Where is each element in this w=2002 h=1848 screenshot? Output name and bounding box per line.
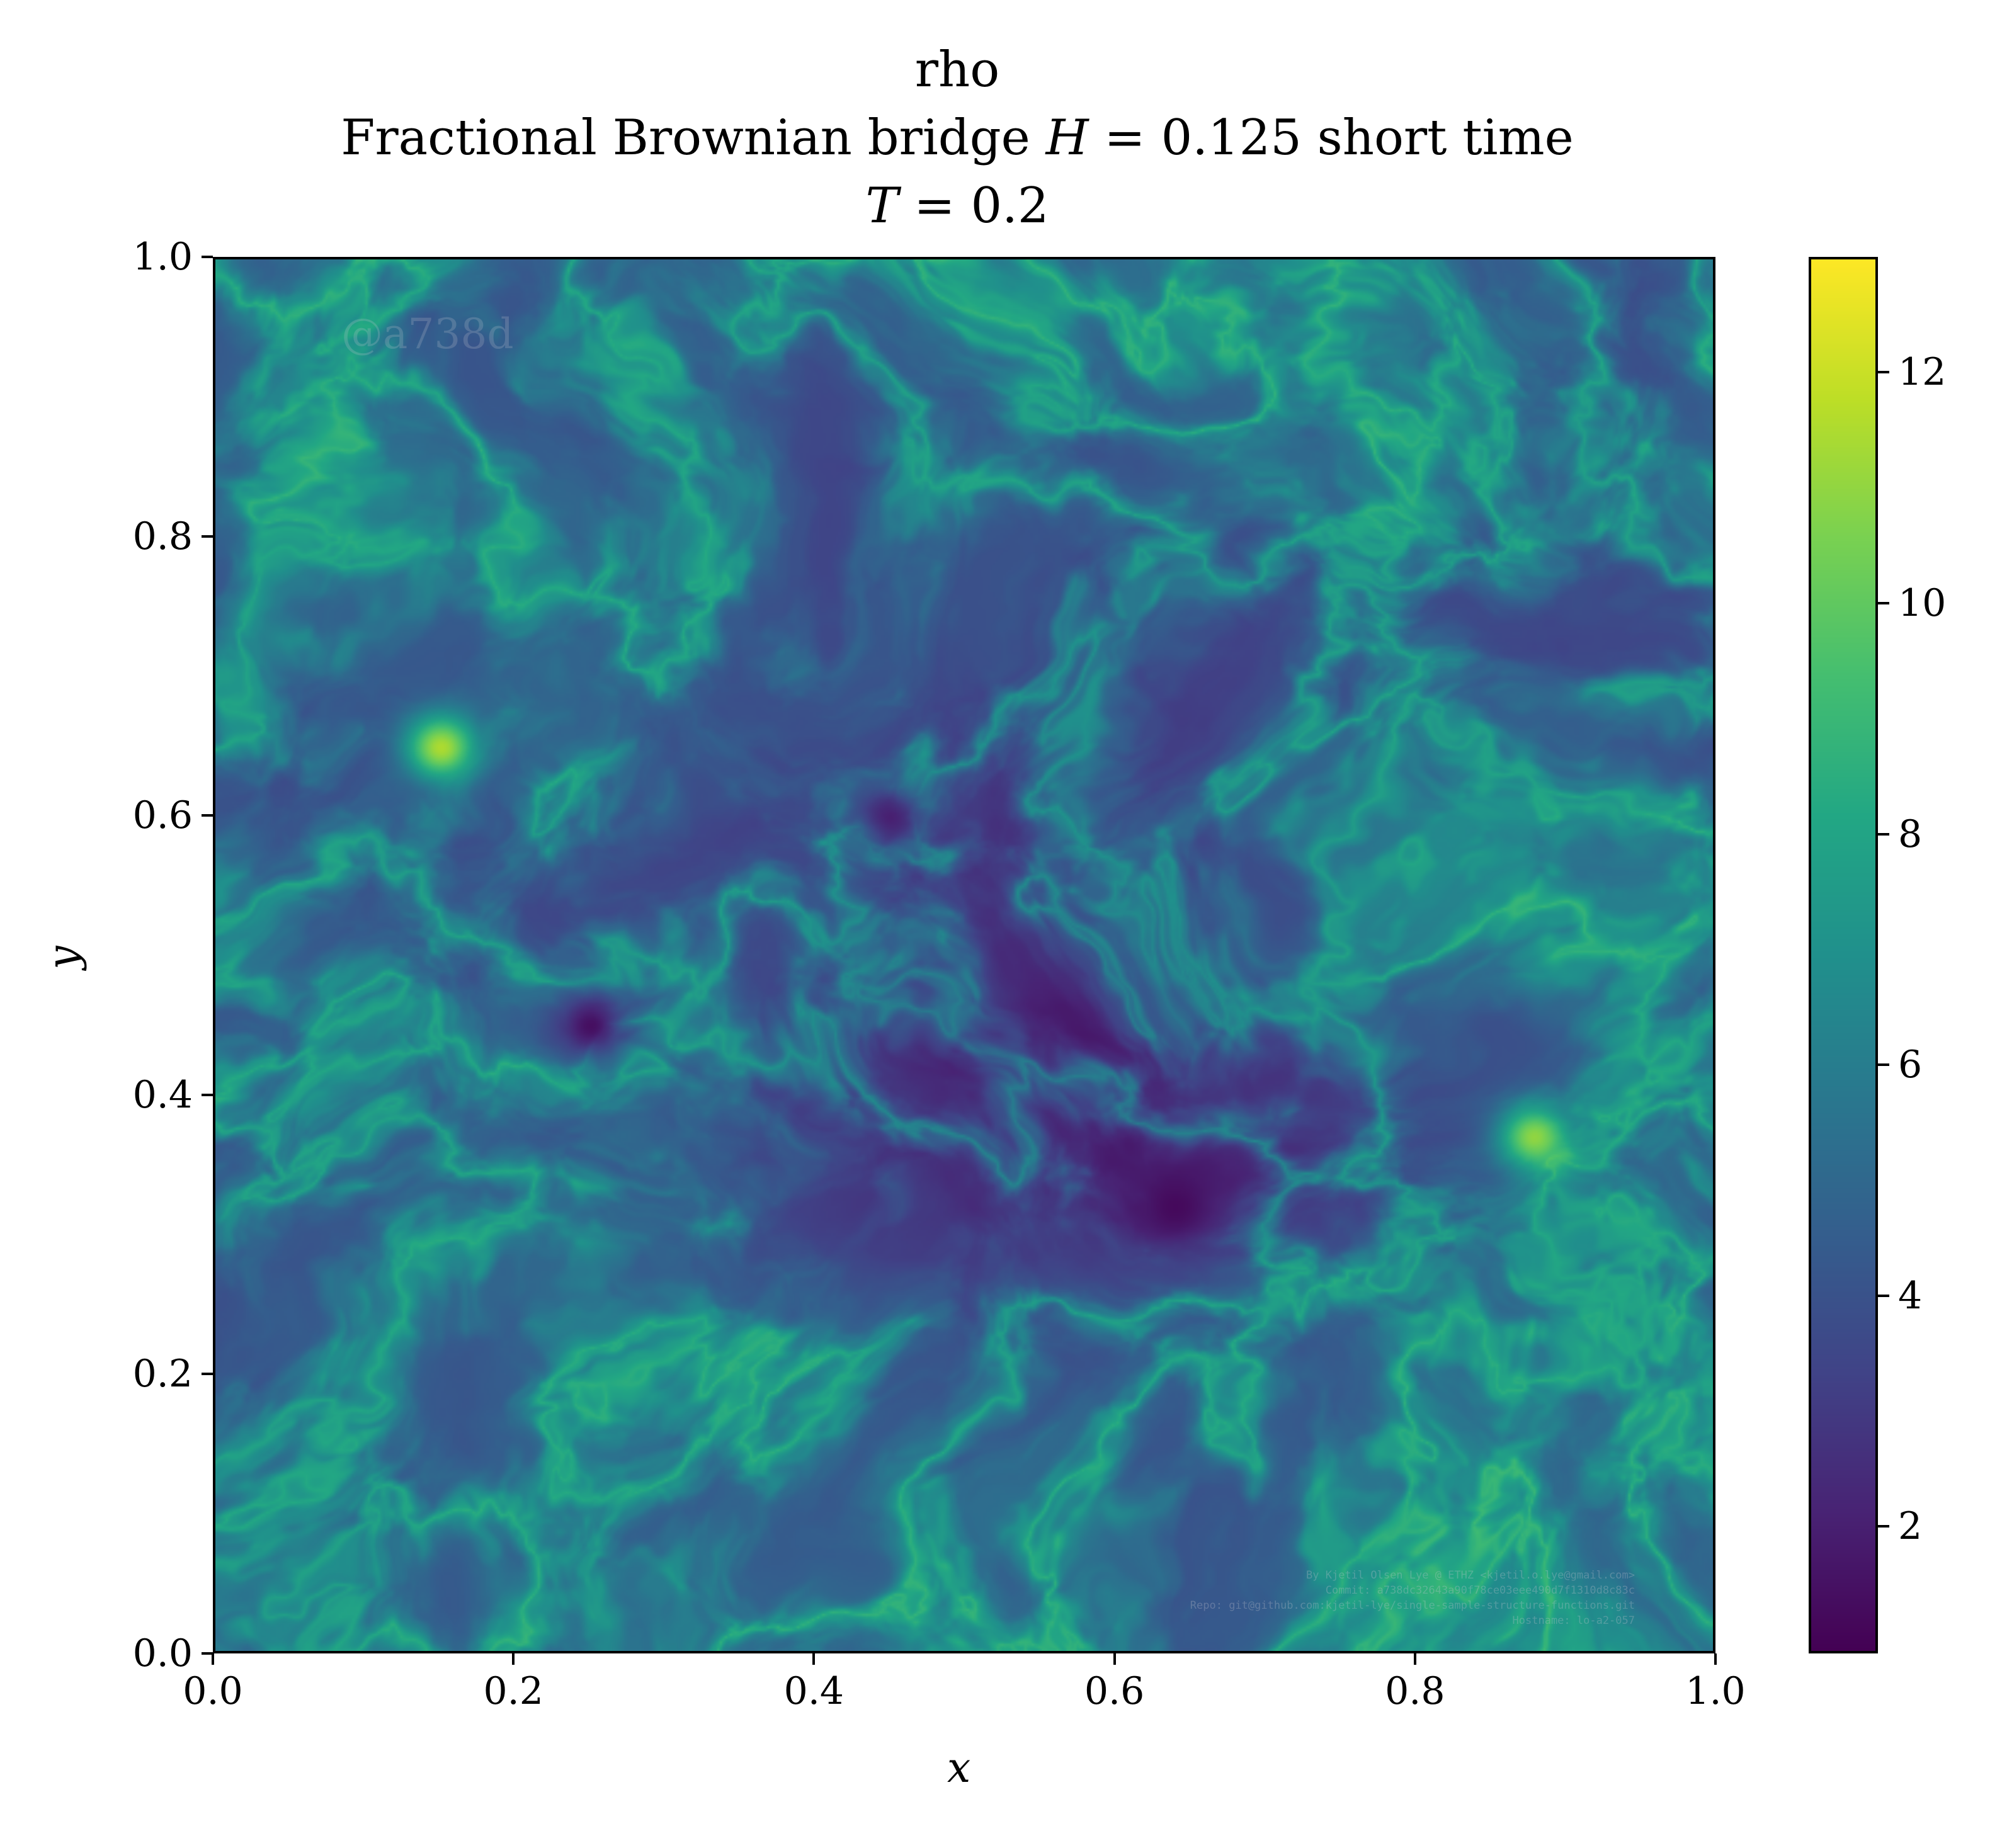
colorbar-tick-label: 6 [1898, 1043, 1923, 1087]
y-tick [202, 256, 213, 258]
y-tick-label: 0.6 [132, 793, 193, 838]
chart-title-line-2: Fractional Brownian bridge H = 0.125 sho… [341, 110, 1574, 166]
x-tick-label: 0.0 [183, 1669, 243, 1713]
colorbar-tick-label: 12 [1898, 350, 1947, 395]
watermark-line: Repo: git@github.com:kjetil-lye/single-s… [1190, 1599, 1635, 1612]
colorbar-tick [1878, 832, 1889, 836]
author-info-watermark: By Kjetil Olsen Lye @ ETHZ <kjetil.o.lye… [1190, 1568, 1635, 1628]
x-tick [812, 1653, 816, 1665]
x-tick-label: 1.0 [1685, 1669, 1746, 1713]
watermark-line: Commit: a738dc32643a90f78ce03eee490d7f13… [1325, 1584, 1635, 1597]
y-tick-label: 0.8 [132, 514, 193, 558]
y-axis-label: y [38, 946, 88, 970]
x-tick-label: 0.8 [1385, 1669, 1445, 1713]
x-tick [212, 1653, 214, 1665]
y-tick-label: 1.0 [132, 235, 193, 279]
colorbar-tick-label: 10 [1898, 581, 1947, 625]
x-tick [1714, 1653, 1717, 1665]
commit-tag-watermark: @a738d [341, 310, 514, 358]
heatmap-plot-area: @a738d By Kjetil Olsen Lye @ ETHZ <kjeti… [213, 257, 1715, 1653]
y-tick [202, 814, 213, 817]
y-tick-label: 0.0 [132, 1631, 193, 1675]
colorbar-tick-label: 2 [1898, 1504, 1923, 1549]
x-tick-label: 0.4 [783, 1669, 845, 1713]
colorbar-tick [1878, 601, 1889, 604]
y-tick-label: 0.2 [132, 1352, 193, 1397]
watermark-line: Hostname: lo-a2-057 [1512, 1614, 1635, 1627]
colorbar-tick [1878, 1525, 1889, 1528]
x-tick [1413, 1653, 1416, 1665]
x-tick-label: 0.6 [1084, 1669, 1145, 1713]
x-tick-label: 0.2 [483, 1669, 543, 1713]
y-tick-label: 0.4 [132, 1072, 193, 1117]
y-tick [202, 1093, 213, 1096]
colorbar-tick [1878, 371, 1889, 374]
x-tick [1113, 1653, 1116, 1665]
colorbar-tick-label: 4 [1898, 1273, 1923, 1318]
y-tick [202, 535, 213, 538]
colorbar-tick [1878, 1294, 1889, 1297]
y-tick [202, 1652, 213, 1655]
y-tick [202, 1373, 213, 1376]
colorbar-tick [1878, 1063, 1889, 1067]
density-field-heatmap [215, 259, 1713, 1651]
colorbar [1809, 257, 1878, 1653]
chart-title-line-3: T = 0.2 [865, 178, 1049, 234]
colorbar-tick-label: 8 [1898, 812, 1923, 856]
chart-title-line-1: rho [914, 42, 1000, 98]
x-tick [512, 1653, 515, 1665]
watermark-line: By Kjetil Olsen Lye @ ETHZ <kjetil.o.lye… [1306, 1569, 1635, 1582]
x-axis-label: x [947, 1743, 971, 1792]
